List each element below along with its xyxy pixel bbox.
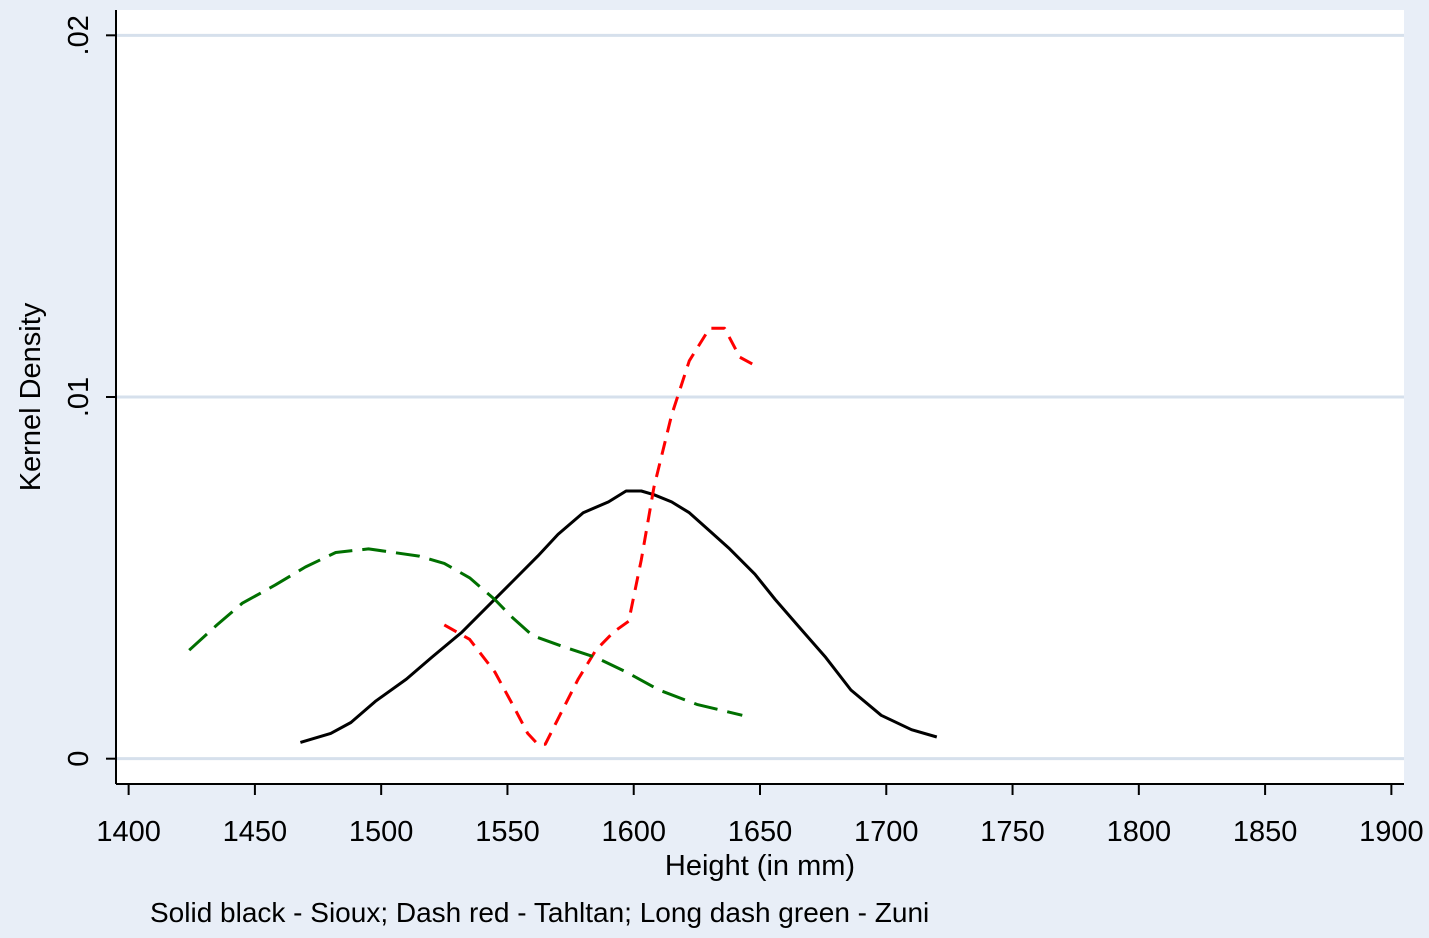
series-0-point-23: [824, 656, 827, 659]
series-layer: [188, 326, 938, 746]
series-1-point-12: [640, 558, 643, 561]
y-ticks: 0 .01 .02: [63, 15, 116, 767]
series-0: [299, 489, 938, 744]
y-axis-title: Kernel Density: [15, 302, 47, 491]
chart-caption: Solid black - Sioux; Dash red - Tahltan;…: [150, 897, 930, 928]
series-0-point-17: [688, 511, 691, 514]
series-1-point-19: [759, 367, 762, 370]
series-0-point-12: [607, 500, 610, 503]
series-2-point-7: [392, 551, 395, 554]
series-1: [443, 326, 762, 746]
series-0-point-13: [625, 490, 628, 493]
series-1-point-15: [688, 359, 691, 362]
series-1-point-6: [544, 743, 547, 746]
series-0-point-22: [799, 627, 802, 630]
series-line-0: [299, 489, 938, 744]
series-2-point-18: [695, 703, 698, 706]
x-ticks: 1400 1450 1500 1550 1600 1650 1700 1750 1800 1850…: [96, 784, 1424, 848]
series-0-point-19: [728, 547, 731, 550]
series-2-point-16: [625, 670, 628, 673]
y-tick-label-1: .01: [63, 377, 95, 417]
series-1-point-17: [723, 327, 726, 330]
series-0-point-4: [405, 678, 408, 681]
series-0-point-21: [774, 598, 777, 601]
series-2-point-9: [443, 562, 446, 565]
series-2-point-0: [188, 649, 191, 652]
series-0-point-10: [556, 533, 559, 536]
series-2-point-8: [418, 555, 421, 558]
series-1-point-18: [738, 356, 741, 359]
series-0-point-8: [511, 580, 514, 583]
series-0-point-7: [486, 605, 489, 608]
y-tick-label-2: .02: [63, 15, 95, 55]
series-2-point-10: [468, 576, 471, 579]
series-line-2: [188, 547, 743, 717]
series-2-point-3: [274, 584, 277, 587]
series-0-point-3: [375, 699, 378, 702]
series-1-point-9: [594, 649, 597, 652]
series-0-point-6: [460, 631, 463, 634]
series-1-point-14: [670, 414, 673, 417]
series-0-point-11: [582, 511, 585, 514]
series-1-point-11: [627, 620, 630, 623]
x-tick-label-6: 1700: [854, 816, 919, 848]
series-1-point-2: [493, 670, 496, 673]
series-2-point-2: [241, 602, 244, 605]
series-0-point-16: [670, 500, 673, 503]
series-0-point-24: [849, 688, 852, 691]
x-tick-label-2: 1500: [349, 816, 414, 848]
series-1-point-16: [708, 327, 711, 330]
x-tick-label-1: 1450: [223, 816, 288, 848]
series-2: [188, 547, 744, 717]
series-2-point-13: [531, 634, 534, 637]
gridlines: [116, 33, 1404, 761]
series-0-point-27: [935, 735, 938, 738]
series-0-point-20: [753, 573, 756, 576]
series-1-point-4: [526, 732, 529, 735]
series-line-1: [443, 326, 761, 746]
series-1-point-3: [511, 703, 514, 706]
x-tick-label-10: 1900: [1359, 816, 1424, 848]
series-0-point-9: [536, 555, 539, 558]
series-0-point-1: [329, 732, 332, 735]
series-0-point-2: [349, 721, 352, 724]
x-tick-label-5: 1650: [728, 816, 793, 848]
series-2-point-12: [511, 616, 514, 619]
x-tick-label-9: 1850: [1233, 816, 1298, 848]
series-2-point-11: [493, 598, 496, 601]
series-0-point-26: [910, 728, 913, 731]
series-2-point-14: [562, 645, 565, 648]
series-1-point-5: [536, 743, 539, 746]
series-0-point-5: [430, 656, 433, 659]
series-0-point-18: [708, 529, 711, 532]
x-tick-label-0: 1400: [96, 816, 161, 848]
series-1-point-13: [652, 486, 655, 489]
series-1-point-8: [577, 678, 580, 681]
series-2-point-1: [216, 623, 219, 626]
series-0-point-0: [299, 741, 302, 744]
series-2-point-5: [334, 551, 337, 554]
series-2-point-15: [594, 656, 597, 659]
x-tick-label-7: 1750: [980, 816, 1045, 848]
series-0-point-25: [880, 714, 883, 717]
series-2-point-17: [657, 688, 660, 691]
series-2-point-6: [367, 547, 370, 550]
x-tick-label-3: 1550: [475, 816, 540, 848]
series-2-point-4: [304, 565, 307, 568]
series-1-point-0: [443, 623, 446, 626]
x-axis-title: Height (in mm): [665, 850, 855, 882]
series-0-point-14: [640, 490, 643, 493]
x-tick-label-8: 1800: [1107, 816, 1172, 848]
series-2-point-19: [741, 714, 744, 717]
series-1-point-7: [556, 717, 559, 720]
series-1-point-1: [468, 638, 471, 641]
y-tick-label-0: 0: [63, 751, 95, 767]
x-tick-label-4: 1600: [601, 816, 666, 848]
series-1-point-10: [612, 631, 615, 634]
